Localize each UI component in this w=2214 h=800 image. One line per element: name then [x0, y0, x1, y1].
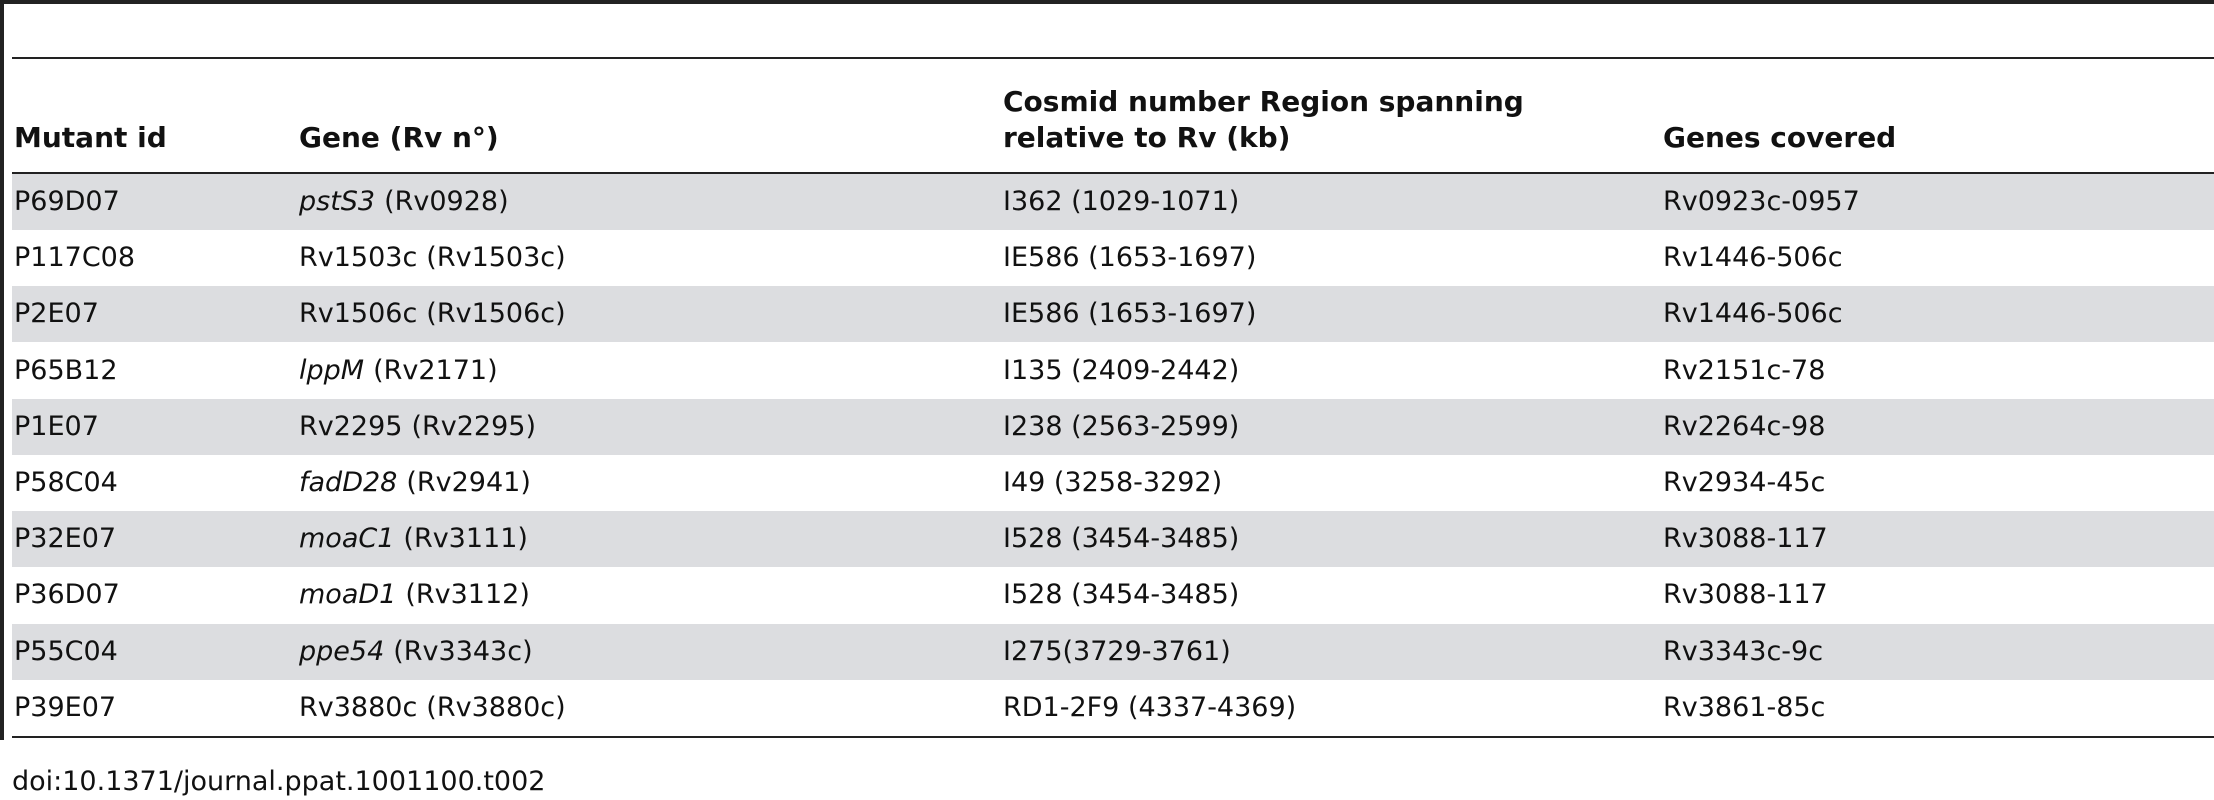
rv-number: (Rv2941) [406, 467, 531, 498]
table-row: P69D07 pstS3 (Rv0928) I362 (1029-1071) Rv092… [12, 174, 2214, 230]
table-cell: Rv2934-45c [1663, 467, 1826, 498]
table-cell: ppe54 (Rv3343c) [299, 624, 533, 680]
table-cell: Rv1503c (Rv1503c) [299, 230, 566, 286]
gene-name: pstS3 [299, 186, 376, 217]
table-cell: I528 (3454-3485) [1003, 579, 1240, 611]
table-cell: P55C04 [14, 635, 118, 667]
table-bottom-rule [12, 736, 2214, 738]
gene-name: lppM [299, 354, 365, 386]
column-header: Mutant id [14, 121, 167, 154]
table-cell: moaC1 (Rv3111) [299, 511, 528, 567]
table-cell: lppM (Rv2171) [299, 343, 498, 399]
rv-number: (Rv1503c) [426, 242, 566, 274]
left-border [0, 0, 4, 740]
rv-number: (Rv2171) [373, 354, 498, 386]
rv-number: (Rv3112) [405, 579, 530, 611]
table-row: P58C04 fadD28 (Rv2941) I49 (3258-3292) Rv293… [12, 455, 2214, 511]
table-cell: Rv2264c-98 [1663, 410, 1826, 442]
table-cell: Rv1446-506c [1663, 242, 1843, 274]
table-cell: P65B12 [14, 354, 118, 386]
gene-name: ppe54 [299, 635, 385, 667]
gene-name: Rv2295 [299, 410, 403, 442]
rv-number: (Rv3343c) [393, 635, 533, 667]
gene-name: Rv1503c [299, 242, 418, 274]
table-row: P65B12 lppM (Rv2171) I135 (2409-2442) Rv2151… [12, 343, 2214, 399]
rv-number: (Rv3880c) [426, 691, 566, 723]
rv-number: (Rv0928) [384, 186, 509, 217]
top-border [0, 0, 2214, 4]
table-cell: P32E07 [14, 523, 117, 555]
table-cell: Rv2151c-78 [1663, 354, 1826, 386]
table-cell: Rv3088-117 [1663, 579, 1828, 611]
table-cell: P2E07 [14, 298, 99, 330]
column-header: Cosmid number Region spanning relative t… [1003, 85, 1524, 154]
table-cell: P117C08 [14, 242, 136, 274]
table-row: P55C04 ppe54 (Rv3343c) I275(3729-3761) Rv334… [12, 623, 2214, 680]
table-row: P1E07 Rv2295 (Rv2295) I238 (2563-2599) Rv226… [12, 398, 2214, 455]
table-cell: RD1-2F9 (4337-4369) [1003, 691, 1297, 723]
column-header: Genes covered [1663, 121, 1897, 154]
table-cell: fadD28 (Rv2941) [299, 455, 531, 511]
gene-name: moaC1 [299, 523, 395, 555]
gene-name: fadD28 [299, 467, 398, 498]
table-cell: Rv3343c-9c [1663, 635, 1824, 667]
table-cell: pstS3 (Rv0928) [299, 174, 509, 230]
column-header: Gene (Rv n°) [299, 121, 499, 154]
doi: doi:10.1371/journal.ppat.1001100.t002 [12, 766, 546, 797]
table-cell: Rv3088-117 [1663, 523, 1828, 555]
table-cell: I362 (1029-1071) [1003, 186, 1240, 217]
header-top-rule [12, 57, 2214, 59]
table-cell: Rv3861-85c [1663, 691, 1826, 723]
table-cell: I238 (2563-2599) [1003, 410, 1240, 442]
header-bottom-rule [12, 172, 2214, 174]
table-cell: Rv0923c-0957 [1663, 186, 1860, 217]
table-row: P39E07 Rv3880c (Rv3880c) RD1-2F9 (4337-4369… [12, 680, 2214, 736]
table-cell: P36D07 [14, 579, 120, 611]
table-cell: P58C04 [14, 467, 118, 498]
table-cell: I49 (3258-3292) [1003, 467, 1223, 498]
table-cell: IE586 (1653-1697) [1003, 242, 1257, 274]
table-row: P117C08 Rv1503c (Rv1503c) IE586 (1653-1697)… [12, 230, 2214, 286]
table-cell: P1E07 [14, 410, 99, 442]
table-cell: moaD1 (Rv3112) [299, 567, 530, 623]
gene-name: Rv1506c [299, 298, 418, 330]
table-cell: IE586 (1653-1697) [1003, 298, 1257, 330]
table-row: P32E07 moaC1 (Rv3111) I528 (3454-3485) Rv308… [12, 511, 2214, 568]
table-cell: I275(3729-3761) [1003, 635, 1231, 667]
rv-number: (Rv1506c) [426, 298, 566, 330]
table-cell: Rv1506c (Rv1506c) [299, 286, 566, 342]
rv-number: (Rv2295) [411, 410, 536, 442]
table-cell: P69D07 [14, 186, 120, 217]
table-row: P36D07 moaD1 (Rv3112) I528 (3454-3485) Rv308… [12, 567, 2214, 623]
table-cell: Rv3880c (Rv3880c) [299, 680, 566, 736]
table-cell: Rv2295 (Rv2295) [299, 399, 536, 455]
rv-number: (Rv3111) [403, 523, 528, 555]
table-cell: P39E07 [14, 691, 117, 723]
table-cell: Rv1446-506c [1663, 298, 1843, 330]
table-cell: I135 (2409-2442) [1003, 354, 1240, 386]
table-row: P2E07 Rv1506c (Rv1506c) IE586 (1653-1697) Rv… [12, 286, 2214, 343]
table-cell: I528 (3454-3485) [1003, 523, 1240, 555]
gene-name: moaD1 [299, 579, 397, 611]
gene-name: Rv3880c [299, 691, 418, 723]
